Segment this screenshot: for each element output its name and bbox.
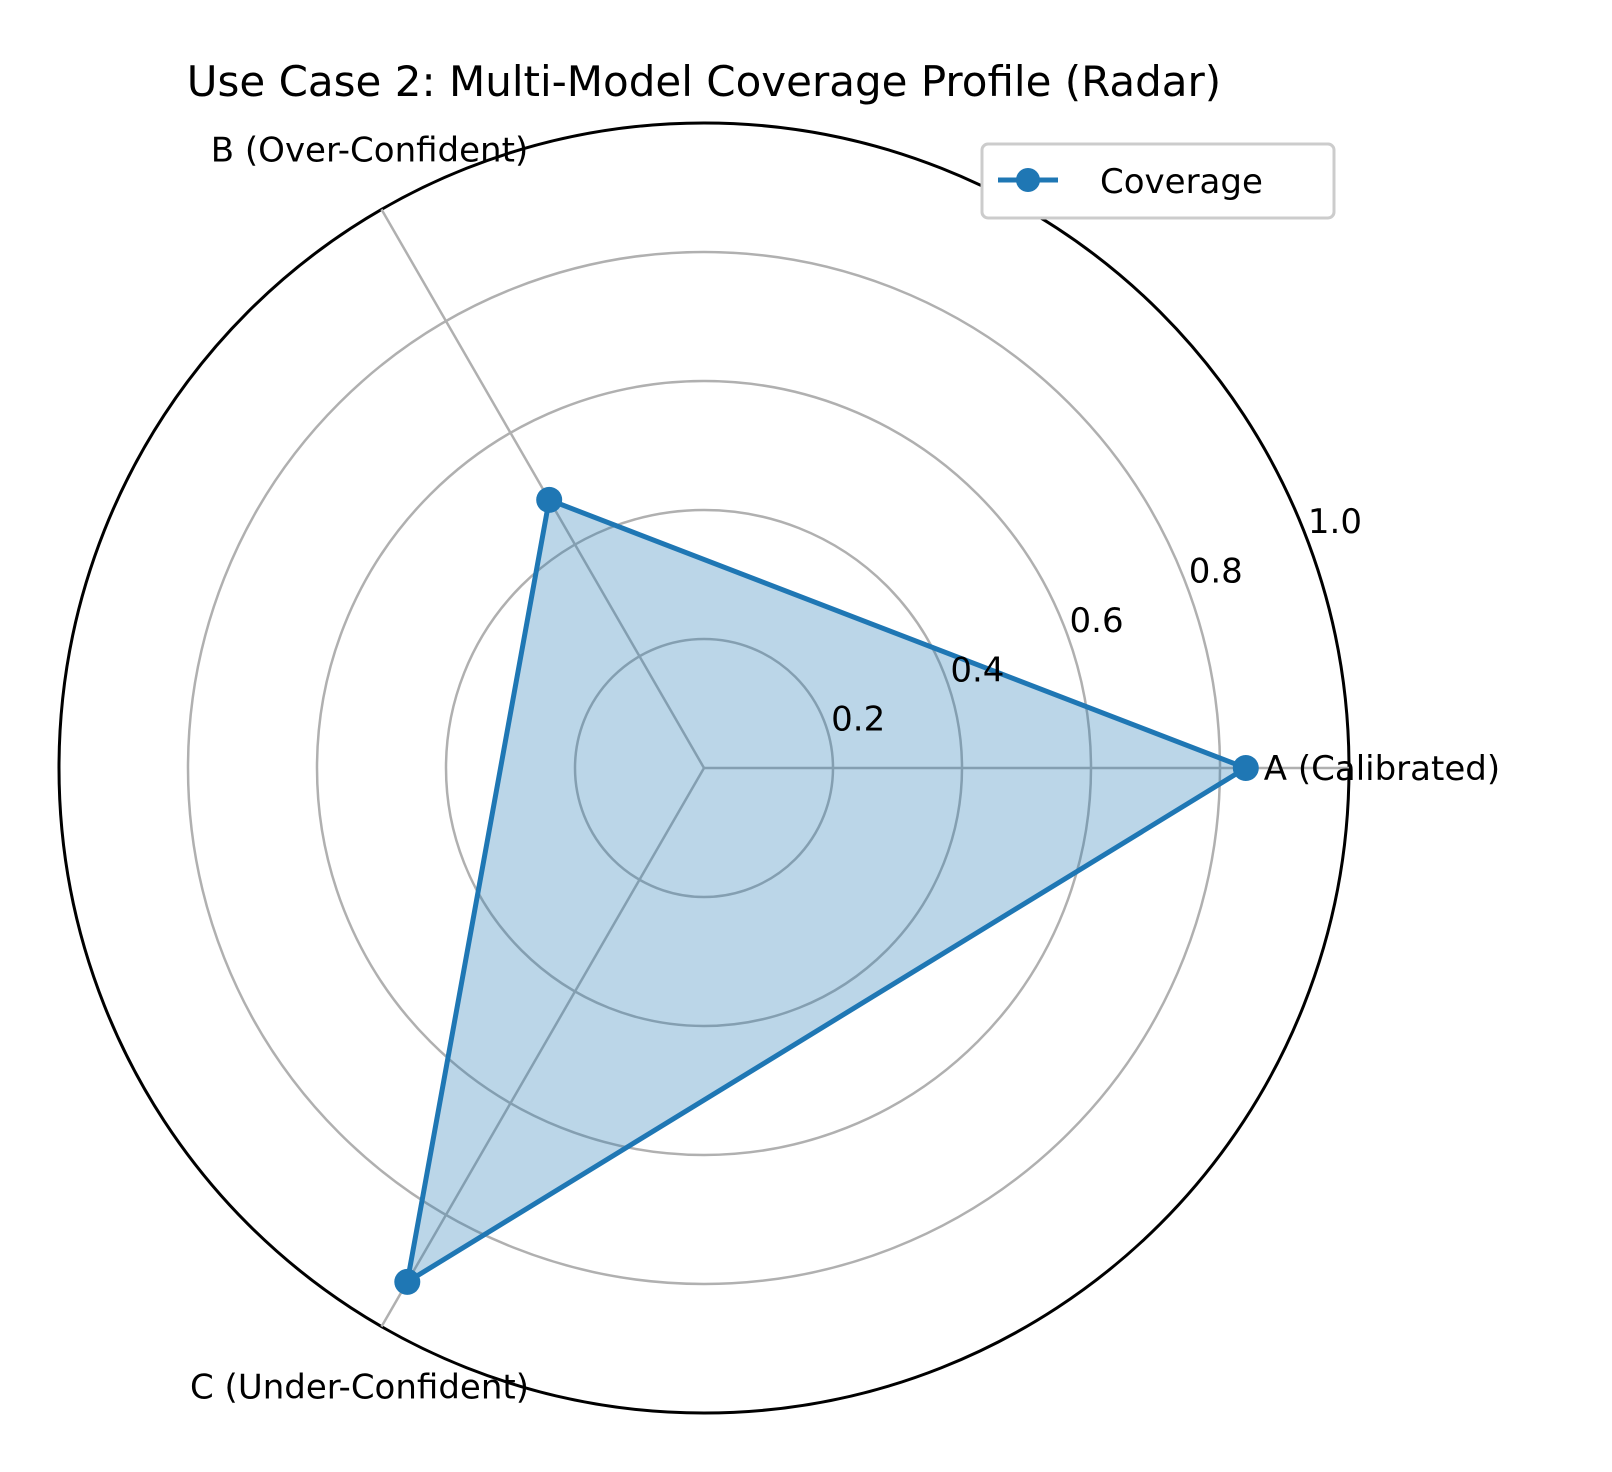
legend: Coverage	[980, 142, 1336, 220]
category-label: B (Over-Confident)	[211, 130, 528, 170]
data-layer	[394, 486, 1259, 1295]
legend-marker-swatch	[1016, 168, 1040, 192]
data-point	[394, 1268, 421, 1295]
legend-label: Coverage	[1100, 162, 1263, 202]
r-tick-label: 0.8	[1189, 552, 1243, 592]
label-layer: 0.2 0.4 0.6 0.8 1.0 A (Calibrated) B (Over-Con…	[190, 130, 1500, 1407]
legend-frame	[980, 142, 1336, 220]
category-label: A (Calibrated)	[1264, 749, 1500, 789]
r-tick-label: 0.4	[950, 650, 1004, 690]
r-tick-label: 1.0	[1308, 502, 1362, 542]
chart-title: Use Case 2: Multi-Model Coverage Profile…	[187, 57, 1221, 106]
r-tick-label: 0.2	[831, 700, 885, 740]
series-area	[407, 499, 1246, 1282]
series-line	[404, 497, 1249, 1285]
grid-layer	[57, 121, 1351, 1415]
data-point	[1232, 755, 1259, 781]
r-tick-label: 0.6	[1070, 601, 1124, 641]
category-label: C (Under-Confident)	[190, 1368, 529, 1408]
data-point	[536, 486, 563, 513]
grid-spoke	[380, 767, 706, 1328]
